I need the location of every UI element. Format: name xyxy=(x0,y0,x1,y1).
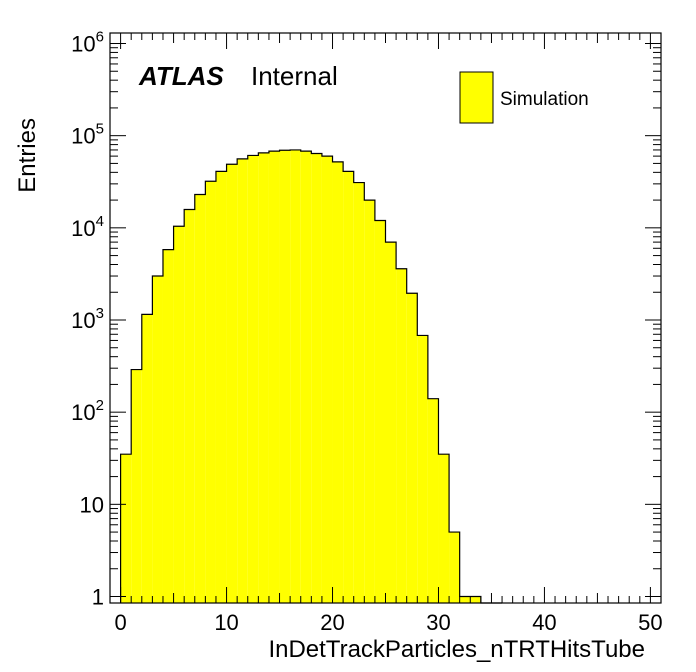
histogram-bar xyxy=(470,596,481,603)
axis-ticks xyxy=(109,33,662,603)
atlas-status-label: Internal xyxy=(251,61,338,91)
histogram-bar xyxy=(141,314,153,603)
y-tick-label: 105 xyxy=(71,121,104,149)
atlas-label: ATLAS xyxy=(138,61,224,91)
histogram-bar xyxy=(449,532,460,603)
legend-swatch xyxy=(459,71,494,124)
histogram-bar xyxy=(120,454,132,603)
histogram-bar xyxy=(417,335,428,603)
y-tick-label: 104 xyxy=(71,213,104,241)
histogram-bars xyxy=(119,149,503,604)
x-tick-label: 50 xyxy=(638,610,662,635)
histogram-bar xyxy=(184,209,195,603)
histogram-bar xyxy=(438,454,450,603)
histogram-bar xyxy=(427,398,439,603)
histogram-outline xyxy=(119,149,503,604)
histogram-bar xyxy=(237,158,248,604)
histogram-bar xyxy=(406,293,418,603)
histogram-bar xyxy=(279,150,291,603)
histogram-bar xyxy=(247,155,259,603)
histogram-bar xyxy=(364,200,375,603)
y-tick-label: 106 xyxy=(71,29,104,57)
y-tick-label: 10 xyxy=(80,492,104,517)
histogram-bar xyxy=(194,194,206,603)
histogram-bar xyxy=(311,153,322,604)
x-tick-label: 10 xyxy=(214,610,238,635)
x-tick-label: 30 xyxy=(426,610,450,635)
y-tick-label: 103 xyxy=(71,305,104,333)
x-axis-title: InDetTrackParticles_nTRTHitsTube xyxy=(268,636,645,663)
x-tick-label: 0 xyxy=(114,610,126,635)
x-tick-label: 40 xyxy=(532,610,556,635)
y-tick-label: 1 xyxy=(92,584,104,609)
histogram-bar xyxy=(321,156,333,603)
histogram-bar xyxy=(343,171,354,603)
histogram-bar xyxy=(162,249,174,603)
histogram-bar xyxy=(396,268,407,603)
histogram-bar xyxy=(385,242,397,603)
legend-entry-simulation: Simulation xyxy=(500,89,589,110)
histogram-bar xyxy=(300,151,312,603)
histogram-bar xyxy=(268,151,280,603)
histogram-bar xyxy=(131,369,142,603)
histogram-bar xyxy=(205,181,216,603)
histogram-bar xyxy=(353,182,365,603)
tick-labels: 0 10 20 30 40 50 1 10 102 103 104 105 106 xyxy=(71,29,662,635)
histogram-bar xyxy=(226,164,238,603)
x-tick-label: 20 xyxy=(320,610,344,635)
histogram-bar xyxy=(258,152,269,603)
y-axis-title: Entries xyxy=(14,118,41,193)
y-tick-label: 102 xyxy=(71,397,104,425)
histogram-bar xyxy=(459,596,471,603)
histogram-bar xyxy=(374,220,386,603)
histogram-bar xyxy=(173,226,185,604)
histogram-bar xyxy=(332,161,344,603)
histogram-bar xyxy=(290,149,301,604)
histogram-bar xyxy=(152,276,163,603)
histogram-bar xyxy=(215,171,227,603)
